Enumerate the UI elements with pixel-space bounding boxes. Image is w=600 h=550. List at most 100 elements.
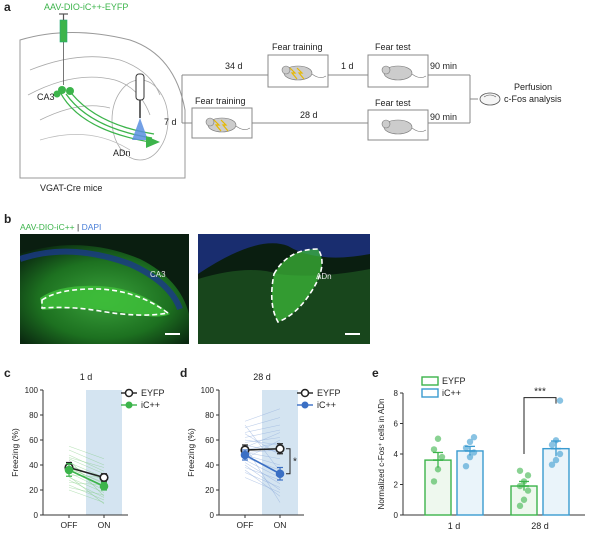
data-point [434, 435, 442, 442]
individual-line [68, 468, 105, 483]
y-tick-label: 6 [394, 420, 399, 429]
data-point [99, 481, 109, 491]
individual-line [244, 439, 281, 446]
individual-line [68, 489, 105, 503]
data-point [438, 453, 446, 461]
perfusion-label: Perfusion [514, 82, 553, 92]
data-point [240, 450, 250, 460]
min-top-label: 90 min [430, 61, 458, 71]
data-point [434, 466, 442, 473]
individual-line [68, 449, 105, 466]
legend-marker [301, 401, 309, 409]
data-point [520, 496, 528, 503]
y-tick-label: 40 [205, 461, 214, 470]
y-tick-label: 0 [394, 511, 399, 520]
individual-line [68, 474, 105, 478]
series-line [68, 466, 105, 479]
panel-letter-d: d [180, 366, 188, 380]
data-point [556, 397, 564, 404]
individual-line [68, 457, 105, 468]
individual-line [244, 464, 281, 491]
fear-training-label-bottom: Fear training [195, 96, 246, 106]
individual-line [244, 449, 281, 453]
data-point [524, 472, 532, 479]
individual-line [244, 467, 281, 481]
y-tick-label: 100 [201, 386, 215, 395]
legend-label: EYFP [317, 388, 341, 398]
data-point [516, 482, 524, 490]
y-axis-label: Normalized c-Fos⁺ cells in ADn [377, 399, 386, 510]
individual-line [68, 476, 105, 504]
individual-line [244, 408, 281, 422]
individual-line [244, 462, 281, 485]
y-tick-label: 40 [29, 461, 38, 470]
stain-legend: AAV-DIO-iC++ | DAPI [20, 222, 101, 232]
individual-line [244, 424, 281, 472]
x-tick-label: ON [274, 520, 287, 530]
chart-title: 28 d [253, 372, 271, 382]
y-tick-label: 60 [29, 436, 38, 445]
micrograph-ca3: CA3 [20, 234, 189, 344]
mouse-icon [381, 65, 427, 81]
y-tick-label: 100 [25, 386, 39, 395]
data-point [556, 450, 564, 458]
data-point [524, 487, 532, 494]
micrograph-ca3-region-label: CA3 [150, 270, 166, 279]
data-point [470, 434, 478, 441]
bar [424, 459, 452, 516]
x-tick-label: ON [98, 520, 111, 530]
legend-label: iC++ [317, 400, 336, 410]
y-tick-label: 80 [205, 411, 214, 420]
panel-letter-a: a [4, 0, 11, 14]
micrograph-adn: ADn [198, 234, 370, 344]
chart-title: 1 d [80, 372, 93, 382]
data-point [520, 478, 528, 485]
legend-label: EYFP [442, 376, 466, 386]
individual-line [244, 452, 281, 460]
panel-letter-c: c [4, 366, 11, 380]
y-tick-label: 80 [29, 411, 38, 420]
chart-c: 0 20 40 60 80 100 OFF ON 1 d Freezing (%) EYFP iC++ [10, 372, 165, 530]
y-tick-label: 60 [205, 436, 214, 445]
individual-line [244, 459, 281, 478]
individual-line [244, 477, 281, 493]
y-tick-label: 0 [34, 511, 39, 520]
legend-marker [125, 401, 133, 409]
fear-test-label-top: Fear test [375, 42, 411, 52]
cfos-analysis-label: c-Fos analysis [504, 94, 562, 104]
data-point [430, 478, 438, 485]
bar [456, 450, 484, 516]
y-tick-label: 2 [394, 481, 399, 490]
individual-line [68, 458, 105, 475]
y-tick-label: 20 [205, 486, 214, 495]
legend-label: iC++ [442, 388, 461, 398]
region-adn-label: ADn [113, 148, 131, 158]
series-line [244, 454, 281, 475]
individual-line [68, 454, 105, 472]
micrograph-ca3-image [20, 234, 189, 344]
data-point [462, 463, 470, 470]
chart-e: 0 2 4 6 8 Normalized c-Fos⁺ cells in ADn 1 d 28… [377, 376, 585, 531]
individual-line [244, 424, 281, 433]
series-line [68, 469, 105, 487]
fear-test-label-bottom: Fear test [375, 98, 411, 108]
individual-line [244, 472, 281, 488]
region-ca3-label: CA3 [37, 92, 55, 102]
x-tick-label: OFF [237, 520, 254, 530]
legend-label: iC++ [141, 400, 160, 410]
data-point [430, 446, 438, 453]
individual-line [68, 487, 105, 496]
panel-a-schematic [19, 13, 501, 179]
individual-line [244, 432, 281, 448]
bottom-interval-label: 28 d [300, 110, 318, 120]
y-tick-label: 8 [394, 389, 399, 398]
data-point [548, 441, 556, 449]
significance-marker: * [293, 456, 297, 467]
individual-line [68, 462, 105, 478]
significance-bracket [523, 397, 557, 454]
data-point [275, 444, 285, 454]
legend-swatch [421, 376, 439, 386]
individual-line [244, 417, 281, 428]
stain-label-sep: | [74, 222, 82, 232]
x-tick-label: 28 d [531, 521, 549, 531]
